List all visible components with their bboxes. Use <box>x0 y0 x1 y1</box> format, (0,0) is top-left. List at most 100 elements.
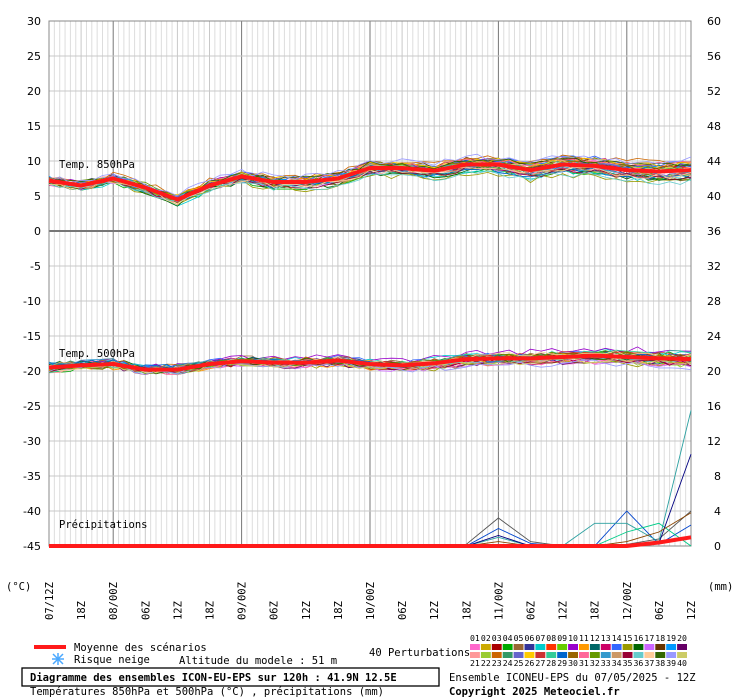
palette-swatch <box>470 644 480 650</box>
palette-swatch <box>677 644 687 650</box>
palette-number: 10 <box>568 633 578 643</box>
palette-swatch <box>470 652 480 658</box>
x-tick: 18Z <box>461 601 473 620</box>
y-left-tick: -25 <box>23 400 41 413</box>
y-right-tick: 16 <box>707 400 721 413</box>
palette-swatch <box>579 652 589 658</box>
y-left-tick: -5 <box>30 260 41 273</box>
mean-lines <box>48 162 692 548</box>
y-right-tick: 8 <box>714 470 721 483</box>
y-left-tick: 10 <box>27 155 41 168</box>
y-left-tick: -15 <box>23 330 41 343</box>
palette-number: 01 <box>470 633 480 643</box>
palette-swatch <box>546 652 557 658</box>
palette-swatch <box>502 644 513 650</box>
y-left-unit: (°C) <box>6 581 31 593</box>
palette-swatch <box>633 652 644 658</box>
y-left-tick: -40 <box>23 505 41 518</box>
y-left-tick: -35 <box>23 470 41 483</box>
x-tick: 11/00Z <box>493 582 505 620</box>
y-left-tick: -10 <box>23 295 41 308</box>
mean-precip-line <box>49 535 692 548</box>
palette-swatch <box>622 644 633 650</box>
palette-swatch <box>677 652 687 658</box>
x-tick: 12Z <box>301 601 313 620</box>
palette-number: 19 <box>666 633 676 643</box>
palette-number: 05 <box>514 633 524 643</box>
mean-legend-label: Moyenne des scénarios <box>74 642 207 654</box>
palette-number: 03 <box>492 633 502 643</box>
y-right-tick: 28 <box>707 295 721 308</box>
palette-number: 36 <box>634 658 644 668</box>
palette-swatch <box>513 652 524 658</box>
y-left-tick: -20 <box>23 365 41 378</box>
palette-number: 25 <box>514 658 524 668</box>
x-tick: 12Z <box>172 601 184 620</box>
member-850-line <box>48 166 692 202</box>
palette-swatch <box>546 644 557 650</box>
palette-number: 21 <box>470 658 480 668</box>
label-500: Temp. 500hPa <box>59 348 135 360</box>
palette-swatch <box>655 652 666 658</box>
palette-number: 23 <box>492 658 502 668</box>
palette-number: 24 <box>503 658 513 668</box>
palette-number: 29 <box>557 658 567 668</box>
x-tick: 18Z <box>205 601 217 620</box>
y-left-tick: -30 <box>23 435 41 448</box>
chart-subtitle: Températures 850hPa et 500hPa (°C) , pré… <box>30 686 384 698</box>
palette-number: 08 <box>546 633 556 643</box>
palette-number: 18 <box>655 633 665 643</box>
palette-number: 37 <box>644 658 654 668</box>
palette-swatch <box>491 652 502 658</box>
palette-number: 38 <box>655 658 665 668</box>
y-right-tick: 0 <box>714 540 721 553</box>
palette-number: 22 <box>481 658 491 668</box>
y-right-tick: 40 <box>707 190 721 203</box>
y-right-tick: 4 <box>714 505 721 518</box>
palette-number: 39 <box>666 658 676 668</box>
palette-number: 26 <box>525 658 535 668</box>
palette-swatch <box>589 652 600 658</box>
y-left-tick: 5 <box>34 190 41 203</box>
palette-number: 20 <box>677 633 687 643</box>
chart-grid <box>48 20 692 547</box>
palette-swatch <box>557 644 568 650</box>
snow-legend-label: Risque neige <box>74 654 150 666</box>
palette-swatch <box>480 652 491 658</box>
x-tick: 06Z <box>397 601 409 620</box>
palette-swatch <box>644 644 655 650</box>
x-tick: 18Z <box>590 601 602 620</box>
palette-number: 32 <box>590 658 600 668</box>
palette-number: 11 <box>579 633 589 643</box>
mean-850-line <box>48 162 692 202</box>
y-right-tick: 36 <box>707 225 721 238</box>
palette-swatch <box>644 652 655 658</box>
palette-number: 16 <box>634 633 644 643</box>
palette-swatch <box>557 652 568 658</box>
palette-swatch <box>579 644 589 650</box>
palette-number: 35 <box>623 658 633 668</box>
palette-number: 15 <box>623 633 633 643</box>
palette-number: 09 <box>557 633 567 643</box>
x-tick: 06Z <box>526 601 538 620</box>
y-left-tick: 15 <box>27 120 41 133</box>
chart-title: Diagramme des ensembles ICON-EU-EPS sur … <box>30 672 397 684</box>
y-right-tick: 20 <box>707 365 721 378</box>
palette-number: 13 <box>601 633 611 643</box>
palette-swatch <box>568 644 578 650</box>
palette-swatch <box>535 652 546 658</box>
palette-swatch <box>600 644 611 650</box>
x-tick: 06Z <box>269 601 281 620</box>
y-left-tick: 0 <box>34 225 41 238</box>
x-tick: 18Z <box>333 601 345 620</box>
y-right-tick: 48 <box>707 120 721 133</box>
x-tick: 07/12Z <box>44 582 56 620</box>
member-palette: 01 02 03 04 05 06 07 08 09 10 11 12 13 14 15 16 17 18 19 20… <box>470 633 687 668</box>
title-box <box>21 667 440 687</box>
x-tick: 12Z <box>429 601 441 620</box>
y-left-tick: 25 <box>27 50 41 63</box>
x-tick: 10/00Z <box>365 582 377 620</box>
y-left-tick: -45 <box>23 540 41 553</box>
x-tick: 06Z <box>140 601 152 620</box>
copyright: Copyright 2025 Meteociel.fr <box>449 686 620 698</box>
